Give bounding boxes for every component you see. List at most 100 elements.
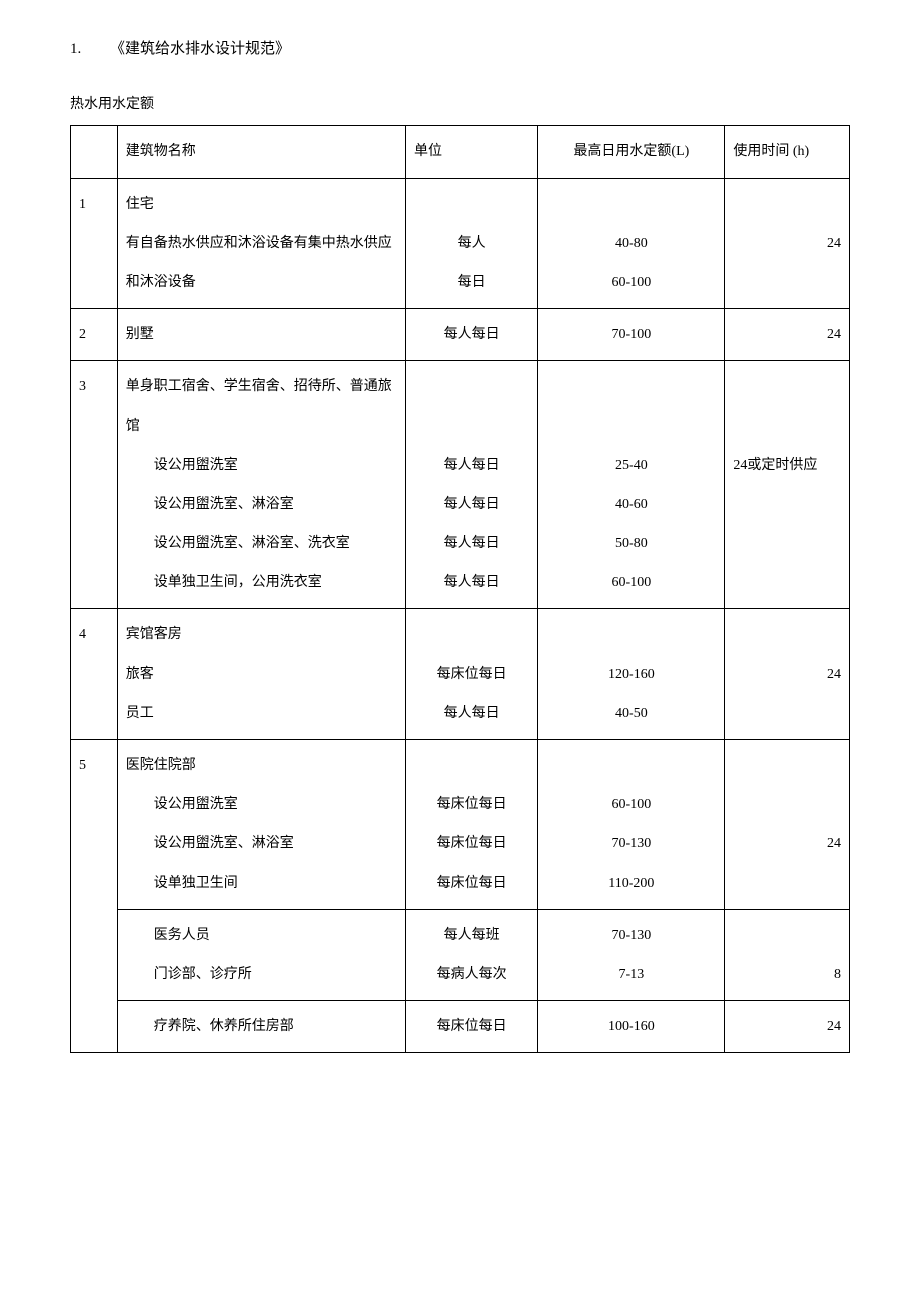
cell-line: 每床位每日 [414, 824, 529, 863]
header-time: 使用时间 (h) [725, 126, 850, 178]
table-row: 医务人员门诊部、诊疗所每人每班每病人每次70-1307-13 8 [71, 909, 850, 1000]
cell-line: 24 [733, 224, 841, 263]
cell-line: 每人 [414, 224, 529, 263]
cell-line: 设公用盥洗室 [126, 446, 397, 485]
cell-line: 旅客 [126, 655, 397, 694]
unit: 每床位每日 [405, 1001, 537, 1053]
cell-line: 24或定时供应 [733, 446, 841, 485]
quota: 120-16040-50 [538, 609, 725, 740]
cell-line [733, 185, 841, 224]
cell-line [414, 746, 529, 785]
usage-time: 24 [725, 609, 850, 740]
cell-line: 有自备热水供应和沐浴设备有集中热水供应和沐浴设备 [126, 224, 397, 302]
table-header-row: 建筑物名称 单位 最高日用水定额(L) 使用时间 (h) [71, 126, 850, 178]
header-unit: 单位 [405, 126, 537, 178]
unit: 每床位每日每床位每日每床位每日 [405, 740, 537, 910]
usage-time: 24或定时供应 [725, 361, 850, 609]
cell-line: 医务人员 [126, 916, 397, 955]
usage-time: 24 [725, 309, 850, 361]
cell-line [414, 407, 529, 446]
cell-line: 员工 [126, 694, 397, 733]
unit: 每人每日 [405, 178, 537, 309]
building-name: 住宅有自备热水供应和沐浴设备有集中热水供应和沐浴设备 [117, 178, 405, 309]
cell-line: 设单独卫生间 [126, 864, 397, 903]
cell-line [733, 916, 841, 955]
cell-line: 设公用盥洗室、淋浴室 [126, 824, 397, 863]
usage-time: 8 [725, 909, 850, 1000]
cell-line: 120-160 [546, 655, 716, 694]
usage-time: 24 [725, 178, 850, 309]
cell-line: 每人每日 [414, 446, 529, 485]
cell-line: 医院住院部 [126, 746, 397, 785]
cell-line [733, 615, 841, 654]
document-heading: 1. 《建筑给水排水设计规范》 [70, 30, 850, 69]
row-index: 2 [71, 309, 118, 361]
cell-line: 宾馆客房 [126, 615, 397, 654]
cell-line [546, 367, 716, 406]
cell-line: 40-80 [546, 224, 716, 263]
quota: 60-10070-130110-200 [538, 740, 725, 910]
table-body: 1住宅有自备热水供应和沐浴设备有集中热水供应和沐浴设备 每人每日 40-8060… [71, 178, 850, 1053]
cell-line: 每人每日 [414, 485, 529, 524]
cell-line: 60-100 [546, 263, 716, 302]
cell-line: 每人每日 [414, 694, 529, 733]
building-name: 医院住院部设公用盥洗室设公用盥洗室、淋浴室设单独卫生间 [117, 740, 405, 910]
cell-line: 50-80 [546, 524, 716, 563]
heading-number: 1. [70, 30, 110, 69]
building-name: 别墅 [117, 309, 405, 361]
table-row: 2别墅每人每日 70-100 24 [71, 309, 850, 361]
cell-line [414, 185, 529, 224]
cell-line [414, 367, 529, 406]
cell-line: 24 [733, 655, 841, 694]
usage-time: 24 [725, 1001, 850, 1053]
row-index: 3 [71, 361, 118, 609]
cell-line [546, 185, 716, 224]
cell-line [546, 407, 716, 446]
quota: 40-8060-100 [538, 178, 725, 309]
row-index: 1 [71, 178, 118, 309]
cell-line [546, 746, 716, 785]
cell-line: 7-13 [546, 955, 716, 994]
cell-line [733, 746, 841, 785]
cell-line: 住宅 [126, 185, 397, 224]
table-row: 4宾馆客房旅客员工 每床位每日每人每日 120-16040-50 24 [71, 609, 850, 740]
cell-line: 60-100 [546, 785, 716, 824]
cell-line: 24 [733, 824, 841, 863]
cell-line: 110-200 [546, 864, 716, 903]
building-name: 医务人员门诊部、诊疗所 [117, 909, 405, 1000]
cell-line [733, 367, 841, 406]
quota: 70-1307-13 [538, 909, 725, 1000]
building-name: 疗养院、休养所住房部 [117, 1001, 405, 1053]
hot-water-quota-table: 建筑物名称 单位 最高日用水定额(L) 使用时间 (h) 1住宅有自备热水供应和… [70, 125, 850, 1053]
cell-line: 疗养院、休养所住房部 [126, 1007, 397, 1046]
header-idx [71, 126, 118, 178]
table-row: 1住宅有自备热水供应和沐浴设备有集中热水供应和沐浴设备 每人每日 40-8060… [71, 178, 850, 309]
cell-line: 别墅 [126, 315, 397, 354]
header-name: 建筑物名称 [117, 126, 405, 178]
cell-line: 40-60 [546, 485, 716, 524]
cell-line: 设公用盥洗室 [126, 785, 397, 824]
cell-line: 25-40 [546, 446, 716, 485]
cell-line: 每床位每日 [414, 785, 529, 824]
building-name: 宾馆客房旅客员工 [117, 609, 405, 740]
cell-line: 8 [733, 955, 841, 994]
cell-line: 每床位每日 [414, 864, 529, 903]
cell-line: 24 [733, 1007, 841, 1046]
cell-line: 60-100 [546, 563, 716, 602]
cell-line: 每人每日 [414, 315, 529, 354]
unit: 每人每日每人每日每人每日每人每日 [405, 361, 537, 609]
table-row: 疗养院、休养所住房部每床位每日100-160 24 [71, 1001, 850, 1053]
usage-time: 24 [725, 740, 850, 910]
cell-line [546, 615, 716, 654]
cell-line: 70-100 [546, 315, 716, 354]
cell-line: 设公用盥洗室、淋浴室、洗衣室 [126, 524, 397, 563]
cell-line [733, 407, 841, 446]
cell-line: 24 [733, 315, 841, 354]
cell-line: 100-160 [546, 1007, 716, 1046]
cell-line: 40-50 [546, 694, 716, 733]
cell-line: 每人每班 [414, 916, 529, 955]
row-index: 4 [71, 609, 118, 740]
cell-line: 每日 [414, 263, 529, 302]
cell-line: 每人每日 [414, 524, 529, 563]
quota: 100-160 [538, 1001, 725, 1053]
